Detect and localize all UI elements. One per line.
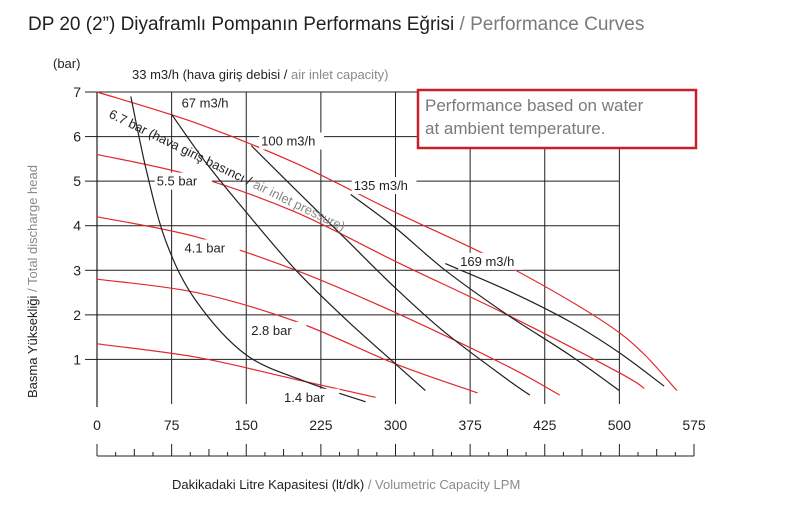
curve-label-bg (351, 177, 417, 195)
curve-label: 100 m3/h (261, 133, 315, 148)
y-unit-label: (bar) (53, 56, 80, 71)
x-tick-label: 300 (384, 417, 408, 433)
curve-label: 5.5 bar (157, 174, 198, 189)
air-curve-135-m3-h (350, 194, 620, 392)
note-line-1: Performance based on water (425, 96, 644, 115)
y-tick-label: 5 (73, 173, 81, 189)
x-tick-label: 150 (235, 417, 259, 433)
chart-title: DP 20 (2”) Diyaframlı Pompanın Performan… (28, 14, 644, 35)
air-curve-67-m3-h (171, 113, 426, 392)
y-tick-label: 3 (73, 262, 81, 278)
chart-title-secondary: Performance Curves (470, 14, 644, 35)
axis-layer: 1 2 3 4 5 6 7 0 75 150 225 300 375 425 500 575 (73, 84, 706, 457)
x-axis-title-separator: / (364, 477, 375, 492)
pressure-curve-6-7-bar (96, 91, 678, 392)
y-axis-title-secondary: Total discharge head (25, 165, 40, 285)
note-box (416, 88, 698, 150)
pressure-series-label-secondary: air inlet pressure) (248, 175, 348, 234)
curve-label-layer: 67 m3/h 100 m3/h 135 m3/h 169 m3/h 5.5 bar 4.… (154, 94, 523, 406)
x-tick-label: 75 (164, 417, 180, 433)
chart-title-primary: DP 20 (2”) Diyaframlı Pompanın Performan… (28, 14, 454, 35)
y-tick-label: 1 (73, 351, 81, 367)
y-tick-label: 2 (73, 307, 81, 323)
x-tick-label: 225 (309, 417, 333, 433)
x-axis-title-secondary: Volumetric Capacity LPM (375, 477, 520, 492)
x-tick-label: 575 (682, 417, 706, 433)
air-curve-169-m3-h (445, 263, 665, 387)
curve-label: 4.1 bar (185, 240, 226, 255)
air-inlet-label-primary: 33 m3/h (hava giriş debisi / (132, 67, 291, 82)
curve-label: 1.4 bar (284, 390, 325, 405)
y-axis-title-primary: Basma Yüksekliği (25, 296, 40, 398)
x-tick-label: 375 (458, 417, 482, 433)
curve-label-bg (154, 172, 212, 190)
air-curve-100-m3-h (250, 145, 531, 396)
y-tick-label: 4 (73, 218, 81, 234)
air-inlet-label-secondary: air inlet capacity) (291, 67, 389, 82)
pressure-curve-2-8-bar (96, 278, 478, 394)
x-tick-label: 425 (533, 417, 557, 433)
y-axis-title: Basma Yüksekliği / Total discharge head (25, 165, 40, 398)
note-line-2: at ambient temperature. (425, 119, 605, 138)
x-tick-label: 500 (608, 417, 632, 433)
air-inlet-label: 33 m3/h (hava giriş debisi / air inlet c… (132, 67, 389, 82)
curve-label-bg (179, 94, 237, 112)
curve-label: 67 m3/h (182, 96, 229, 111)
curve-label-bg (182, 239, 240, 257)
curve-label-bg (249, 321, 307, 339)
curve-label-bg (458, 252, 523, 270)
y-tick-label: 6 (73, 129, 81, 145)
y-axis-title-separator: / (25, 285, 40, 296)
x-tick-label: 0 (93, 417, 101, 433)
x-axis-title-primary: Dakikadaki Litre Kapasitesi (lt/dk) (172, 477, 364, 492)
air-curve-33-m3-h (130, 96, 366, 403)
curve-label: 2.8 bar (251, 323, 292, 338)
curve-label: 135 m3/h (354, 178, 408, 193)
y-tick-label: 7 (73, 84, 81, 100)
chart-title-separator: / (454, 14, 470, 35)
curve-label-bg (282, 388, 340, 406)
curve-label-bg (259, 132, 324, 150)
pressure-curve-4-1-bar (96, 216, 560, 396)
x-axis-title: Dakikadaki Litre Kapasitesi (lt/dk) / Vo… (172, 477, 520, 492)
curve-label: 169 m3/h (460, 254, 514, 269)
